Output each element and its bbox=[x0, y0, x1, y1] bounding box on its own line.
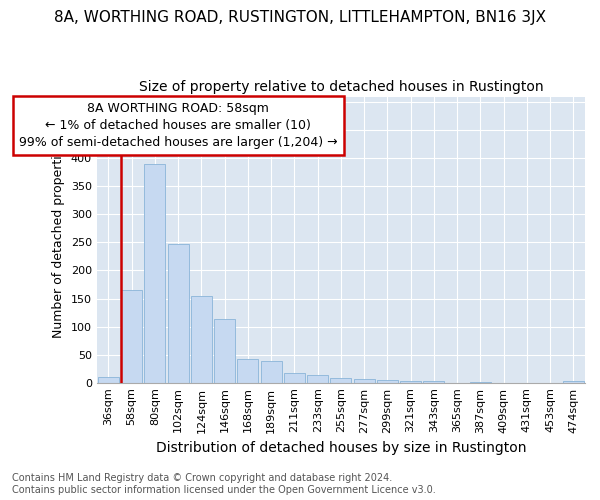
Y-axis label: Number of detached properties: Number of detached properties bbox=[52, 141, 65, 338]
Bar bbox=[145, 164, 166, 382]
Bar bbox=[261, 362, 281, 382]
Bar bbox=[377, 380, 398, 382]
X-axis label: Distribution of detached houses by size in Rustington: Distribution of detached houses by size … bbox=[155, 441, 526, 455]
Bar bbox=[331, 378, 352, 382]
Title: Size of property relative to detached houses in Rustington: Size of property relative to detached ho… bbox=[139, 80, 543, 94]
Bar bbox=[424, 381, 445, 382]
Bar bbox=[98, 377, 119, 382]
Bar bbox=[214, 320, 235, 382]
Bar bbox=[284, 373, 305, 382]
Bar bbox=[238, 359, 259, 382]
Bar bbox=[168, 244, 188, 382]
Bar bbox=[307, 376, 328, 382]
Bar bbox=[353, 379, 374, 382]
Bar bbox=[400, 381, 421, 382]
Bar bbox=[121, 290, 142, 382]
Bar bbox=[563, 381, 584, 382]
Bar bbox=[191, 296, 212, 382]
Text: Contains HM Land Registry data © Crown copyright and database right 2024.
Contai: Contains HM Land Registry data © Crown c… bbox=[12, 474, 436, 495]
Text: 8A, WORTHING ROAD, RUSTINGTON, LITTLEHAMPTON, BN16 3JX: 8A, WORTHING ROAD, RUSTINGTON, LITTLEHAM… bbox=[54, 10, 546, 25]
Text: 8A WORTHING ROAD: 58sqm
← 1% of detached houses are smaller (10)
99% of semi-det: 8A WORTHING ROAD: 58sqm ← 1% of detached… bbox=[19, 102, 337, 149]
